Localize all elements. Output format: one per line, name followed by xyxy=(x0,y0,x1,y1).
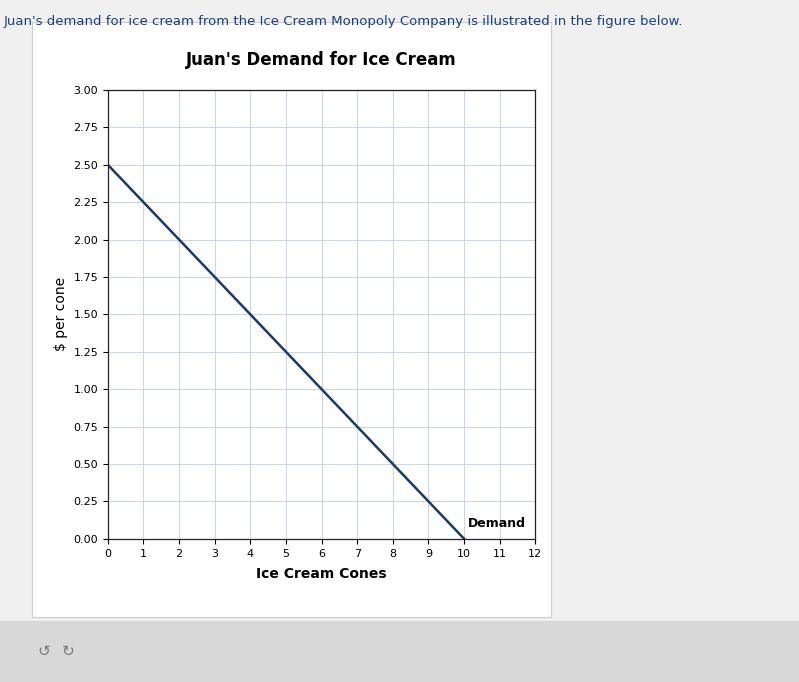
Title: Juan's Demand for Ice Cream: Juan's Demand for Ice Cream xyxy=(186,51,457,69)
Text: ↻: ↻ xyxy=(62,644,74,659)
X-axis label: Ice Cream Cones: Ice Cream Cones xyxy=(256,567,387,581)
Text: Demand: Demand xyxy=(467,517,526,530)
Text: ↺: ↺ xyxy=(38,644,50,659)
Text: Juan's demand for ice cream from the Ice Cream Monopoly Company is illustrated i: Juan's demand for ice cream from the Ice… xyxy=(4,15,683,28)
Y-axis label: $ per cone: $ per cone xyxy=(54,278,68,351)
